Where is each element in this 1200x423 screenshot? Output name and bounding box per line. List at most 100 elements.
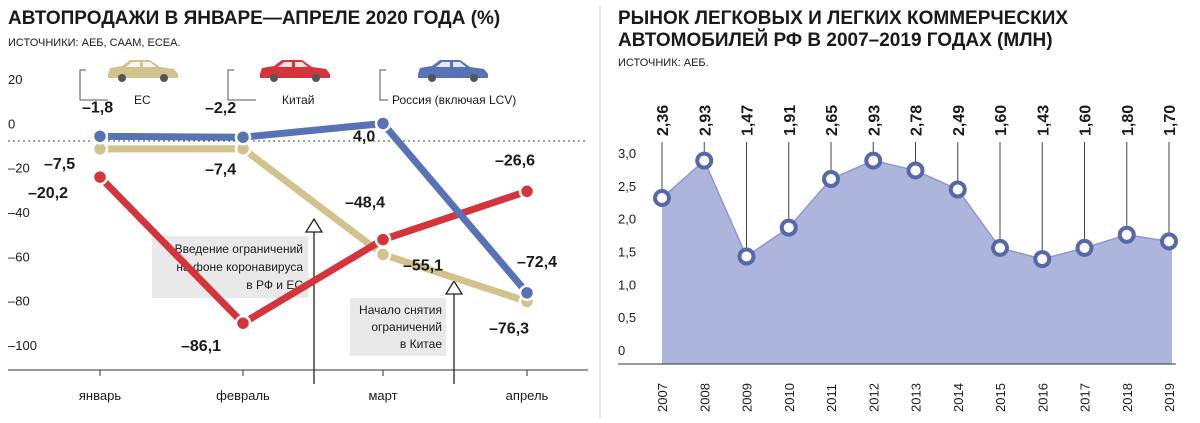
legend-label-china: Китай xyxy=(282,93,314,107)
y-tick-label: –60 xyxy=(8,249,30,264)
y-tick-label: –100 xyxy=(8,338,37,353)
legend-bracket xyxy=(79,69,108,101)
x-tick-label: 2014 xyxy=(951,383,966,412)
y-tick-label: 0,5 xyxy=(618,310,636,325)
x-tick-label: февраль xyxy=(216,388,270,403)
data-point-russia xyxy=(234,128,252,146)
data-point xyxy=(1160,232,1178,251)
y-tick-label: 2,0 xyxy=(618,212,636,227)
legend-bracket xyxy=(227,69,256,101)
data-label: 2,49 xyxy=(951,105,968,136)
data-point-china xyxy=(374,231,392,248)
data-label-china: –20,2 xyxy=(28,185,68,202)
legend: ЕС Китай Россия (включая LCV) xyxy=(79,60,516,107)
x-tick-label: март xyxy=(368,388,397,403)
data-label-eu: –7,4 xyxy=(205,162,236,179)
y-tick-label: 20 xyxy=(8,72,22,87)
x-tick-label: 2015 xyxy=(993,383,1008,412)
data-label-eu: –55,1 xyxy=(403,257,443,274)
legend-bracket xyxy=(379,69,388,101)
line-series-group xyxy=(91,115,536,332)
y-tick-label: 0 xyxy=(618,343,625,358)
series-line-eu xyxy=(96,145,531,305)
data-point xyxy=(991,238,1009,257)
data-label: 1,80 xyxy=(1120,105,1137,136)
data-point xyxy=(779,218,798,237)
y-tick-label: –80 xyxy=(8,294,30,309)
area-fill xyxy=(662,160,1172,364)
y-tick-label: –40 xyxy=(8,205,30,220)
y-tick-label: 2,5 xyxy=(618,179,636,194)
left-chart-title: АВТОПРОДАЖИ В ЯНВАРЕ—АПРЕЛЕ 2020 ГОДА (%… xyxy=(8,8,500,29)
annotation-line: в Китае xyxy=(400,337,442,351)
legend-label-russia: Россия (включая LCV) xyxy=(392,93,516,107)
data-label-russia: 4,0 xyxy=(353,128,375,145)
data-label: 2,93 xyxy=(697,105,714,136)
data-point xyxy=(1075,238,1094,257)
data-point xyxy=(822,169,840,188)
y-tick-label: 1,5 xyxy=(618,245,636,260)
data-point xyxy=(737,247,756,266)
data-label: 2,78 xyxy=(909,105,926,136)
y-tick-label: 3,0 xyxy=(618,146,636,161)
annotation-line: ограничений xyxy=(371,320,442,334)
annotation-line: Начало снятия xyxy=(359,303,442,317)
x-tick-label: 2011 xyxy=(824,384,839,412)
data-label-eu: –76,3 xyxy=(489,320,529,337)
left-chart-source: ИСТОЧНИКИ: АЕБ, CAAM, ECEA. xyxy=(8,37,181,49)
data-labels-group: 2,36 2,93 1,47 1,91 2,65 2,93 2,78 2,49 1,60 1,43… xyxy=(653,105,1179,269)
x-tick-label: 2018 xyxy=(1120,383,1135,412)
y-tick-label: –20 xyxy=(8,161,30,176)
data-point-china xyxy=(518,183,536,200)
data-point xyxy=(1033,250,1052,269)
legend-item-russia: Россия (включая LCV) xyxy=(379,60,516,107)
y-axis-ticks: 20 0 –20 –40 –60 –80 –100 xyxy=(8,72,37,353)
data-label: 1,91 xyxy=(782,105,799,136)
x-tick-label: 2019 xyxy=(1162,383,1177,412)
right-chart-title-line2: АВТОМОБИЛЕЙ РФ В 2007–2019 ГОДАХ (МЛН) xyxy=(618,29,1053,51)
data-label: 1,47 xyxy=(740,105,757,136)
data-labels-group: –7,5 –7,4 –55,1 –76,3 –20,2 –86,1 –48,4 –26,6 –1… xyxy=(28,99,557,355)
arrow-up-icon xyxy=(444,279,464,295)
arrow-up-icon xyxy=(304,217,324,233)
car-icon xyxy=(418,60,488,82)
annotation-box xyxy=(152,236,308,298)
x-tick-label: 2016 xyxy=(1035,383,1050,412)
x-tick-label: 2007 xyxy=(655,383,670,412)
x-axis-ticks: 2007 2008 2009 2010 2011 2012 2013 2014 2015 2016… xyxy=(618,363,1177,412)
data-label-russia: –1,8 xyxy=(82,99,113,116)
x-tick-label: апрель xyxy=(506,388,549,403)
x-tick-label: 2013 xyxy=(909,383,924,412)
annotation-line: Введение ограничений xyxy=(175,242,303,256)
data-point xyxy=(1117,225,1136,244)
x-tick-label: 2012 xyxy=(866,383,881,412)
data-point xyxy=(864,151,883,170)
data-point xyxy=(948,180,967,199)
x-tick-label: 2017 xyxy=(1078,383,1093,412)
annotation-box xyxy=(350,298,446,356)
data-label-china: –86,1 xyxy=(181,338,221,355)
data-label: 2,36 xyxy=(655,105,672,136)
data-label: 2,65 xyxy=(824,105,841,136)
data-point xyxy=(906,161,925,180)
x-tick-label: 2009 xyxy=(740,383,755,412)
data-point-russia xyxy=(518,284,536,302)
data-point xyxy=(695,151,714,170)
data-label-china: –26,6 xyxy=(495,152,535,169)
data-label-china: –48,4 xyxy=(345,195,385,212)
legend-label-eu: ЕС xyxy=(134,93,151,107)
car-icon xyxy=(108,60,178,82)
data-label: 1,60 xyxy=(1078,105,1095,136)
data-point-russia xyxy=(374,115,392,132)
data-label: 1,60 xyxy=(993,105,1010,136)
data-label: 2,93 xyxy=(866,105,883,136)
x-tick-label: 2008 xyxy=(697,383,712,412)
data-label-russia: –2,2 xyxy=(205,100,236,117)
data-label: 1,43 xyxy=(1035,105,1052,136)
left-panel: АВТОПРОДАЖИ В ЯНВАРЕ—АПРЕЛЕ 2020 ГОДА (%… xyxy=(8,8,588,403)
series-line-china xyxy=(96,173,531,327)
y-tick-label: 1,0 xyxy=(618,277,636,292)
x-tick-label: январь xyxy=(79,388,121,403)
data-point-china xyxy=(234,314,252,332)
data-point-russia xyxy=(91,128,109,145)
